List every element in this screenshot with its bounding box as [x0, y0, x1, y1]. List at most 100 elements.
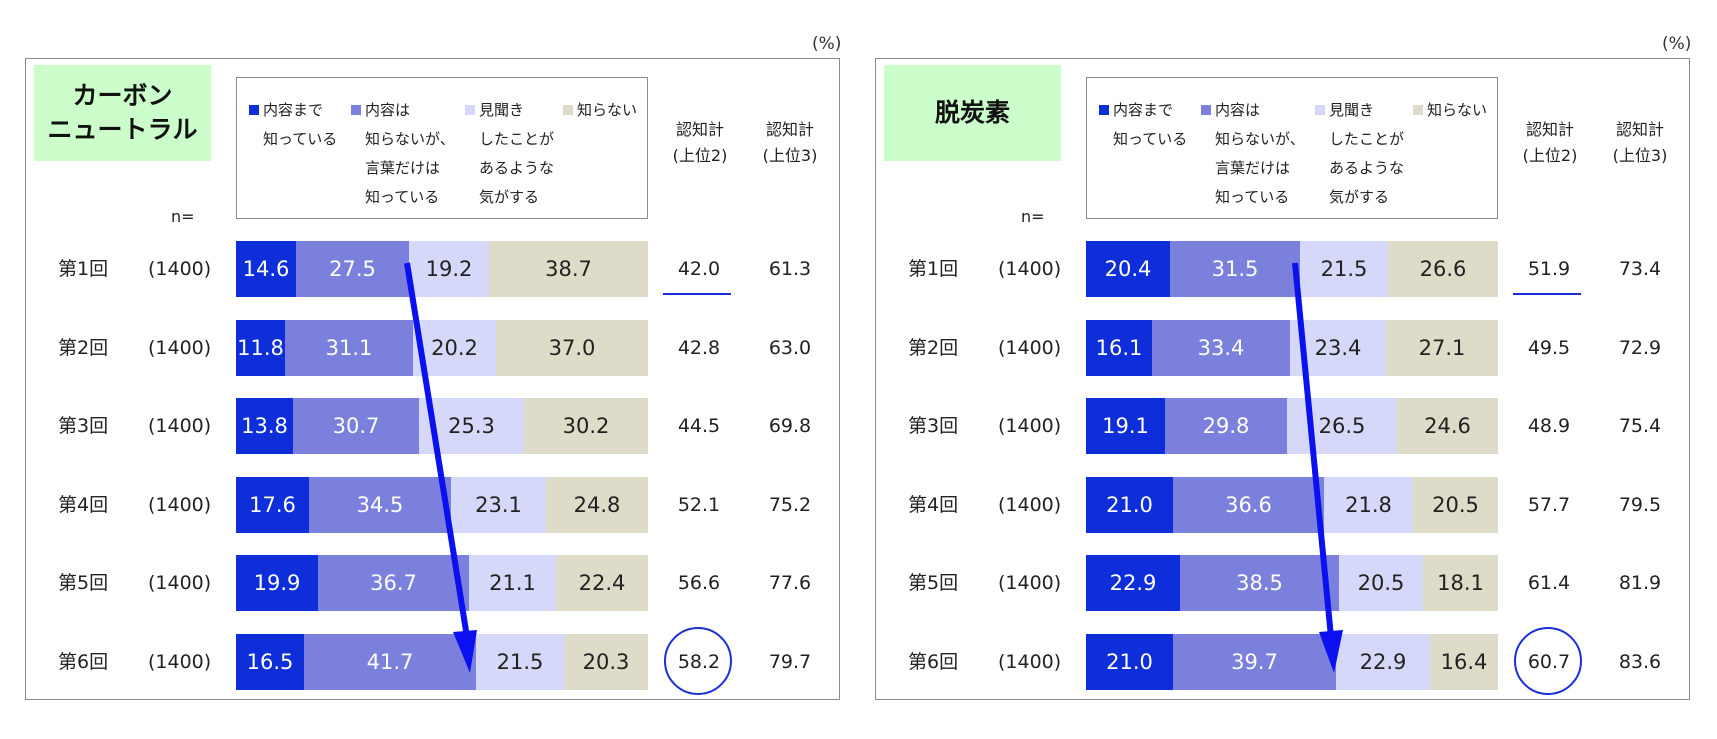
top3-value: 79.5	[1618, 494, 1662, 516]
category-label: 第2回	[908, 337, 959, 359]
bar-segment: 16.4	[1430, 634, 1498, 690]
unit-label-right: (%)	[1662, 34, 1692, 54]
chart-panel-carbon-neutral: カーボン ニュートラル 内容まで 知っている 内容は 知らないが、 言葉だけは …	[25, 58, 840, 700]
bar-segment: 21.5	[1300, 241, 1388, 297]
bar-segment: 23.4	[1290, 320, 1386, 376]
legend-text: 内容は	[365, 101, 411, 119]
top3-value: 75.4	[1618, 415, 1662, 437]
legend-text: 気がする	[1329, 188, 1390, 206]
legend-text: 内容まで	[263, 101, 324, 119]
category-label: 第3回	[58, 415, 109, 437]
top2-value: 61.4	[1527, 572, 1571, 594]
bar-segment: 29.8	[1165, 398, 1287, 454]
bar-segment: 24.8	[546, 477, 648, 533]
sample-size: (1400)	[998, 494, 1062, 516]
legend-text: 知っている	[1113, 130, 1188, 148]
sample-size: (1400)	[148, 572, 212, 594]
n-label: n=	[1021, 207, 1045, 226]
legend-text: したことが	[1329, 130, 1405, 148]
top2-value: 52.1	[677, 494, 721, 516]
col-header-text: (上位2)	[1522, 146, 1578, 165]
legend-item-seen-heard: 見聞き したことが あるような 気がする	[1315, 96, 1404, 212]
legend-swatch	[1201, 105, 1211, 115]
col-header-top2: 認知計 (上位2)	[1510, 117, 1590, 169]
stacked-bar: 16.1 33.4 23.4 27.1	[1086, 320, 1498, 376]
top3-value: 77.6	[768, 572, 812, 594]
bar-segment: 24.6	[1397, 398, 1498, 454]
legend-item-seen-heard: 見聞き したことが あるような 気がする	[465, 96, 554, 212]
top2-value: 51.9	[1527, 258, 1571, 280]
col-header-top3: 認知計 (上位3)	[750, 117, 830, 169]
sample-size: (1400)	[148, 258, 212, 280]
sample-size: (1400)	[148, 415, 212, 437]
chart-row: 第5回 (1400) 19.9 36.7 21.1 22.4 56.6 77.6	[26, 555, 839, 611]
sample-size: (1400)	[998, 651, 1062, 673]
top3-value: 79.7	[768, 651, 812, 673]
category-label: 第5回	[58, 572, 109, 594]
legend-text: 知っている	[365, 188, 440, 206]
legend: 内容まで 知っている 内容は 知らないが、 言葉だけは 知っている 見聞き した…	[236, 77, 648, 219]
category-label: 第6回	[908, 651, 959, 673]
bar-segment: 20.5	[1339, 555, 1423, 611]
legend-swatch	[465, 105, 475, 115]
bar-segment: 31.1	[285, 320, 413, 376]
chart-row: 第6回 (1400) 21.0 39.7 22.9 16.4 60.7 83.6	[876, 627, 1689, 695]
stacked-bar: 11.8 31.1 20.2 37.0	[236, 320, 648, 376]
bar-segment: 22.4	[556, 555, 648, 611]
bar-segment: 19.9	[236, 555, 318, 611]
bar-segment: 36.7	[318, 555, 469, 611]
legend-text: 言葉だけは	[365, 159, 441, 177]
col-header-text: (上位2)	[672, 146, 728, 165]
bar-segment: 33.4	[1152, 320, 1290, 376]
chart-panel-decarbonization: 脱炭素 内容まで 知っている 内容は 知らないが、 言葉だけは 知っている 見聞…	[875, 58, 1690, 700]
chart-row: 第1回 (1400) 14.6 27.5 19.2 38.7 42.0 61.3	[26, 241, 839, 297]
top2-value: 56.6	[677, 572, 721, 594]
bar-segment: 20.2	[413, 320, 496, 376]
bar-segment: 26.5	[1287, 398, 1397, 454]
stacked-bar: 22.9 38.5 20.5 18.1	[1086, 555, 1498, 611]
top2-value: 49.5	[1527, 337, 1571, 359]
col-header-text: (上位3)	[762, 146, 818, 165]
chart-row: 第4回 (1400) 17.6 34.5 23.1 24.8 52.1 75.2	[26, 477, 839, 533]
stacked-bar: 19.1 29.8 26.5 24.6	[1086, 398, 1498, 454]
legend-text: 気がする	[479, 188, 540, 206]
category-label: 第3回	[908, 415, 959, 437]
sample-size: (1400)	[148, 494, 212, 516]
stacked-bar: 14.6 27.5 19.2 38.7	[236, 241, 648, 297]
bar-segment: 20.3	[564, 634, 648, 690]
legend-text: 内容まで	[1113, 101, 1174, 119]
chart-row: 第4回 (1400) 21.0 36.6 21.8 20.5 57.7 79.5	[876, 477, 1689, 533]
sample-size: (1400)	[148, 651, 212, 673]
bar-segment: 31.5	[1170, 241, 1300, 297]
stacked-bar: 16.5 41.7 21.5 20.3	[236, 634, 648, 690]
stacked-bar: 17.6 34.5 23.1 24.8	[236, 477, 648, 533]
legend-swatch	[1099, 105, 1109, 115]
col-header-top3: 認知計 (上位3)	[1600, 117, 1680, 169]
col-header-text: 認知計	[1615, 120, 1664, 139]
sample-size: (1400)	[998, 572, 1062, 594]
bar-segment: 30.7	[293, 398, 419, 454]
bar-segment: 20.5	[1413, 477, 1498, 533]
legend-item-aware-of-content: 内容まで 知っている	[249, 96, 337, 154]
top3-value: 73.4	[1618, 258, 1662, 280]
stacked-bar: 20.4 31.5 21.5 26.6	[1086, 241, 1498, 297]
bar-segment: 27.1	[1386, 320, 1498, 376]
panel-title-line1: 脱炭素	[934, 98, 1010, 127]
sample-size: (1400)	[998, 337, 1062, 359]
bar-segment: 21.0	[1086, 477, 1173, 533]
legend-item-unaware: 知らない	[563, 96, 637, 125]
legend-swatch	[1315, 105, 1325, 115]
category-label: 第5回	[908, 572, 959, 594]
chart-row: 第3回 (1400) 13.8 30.7 25.3 30.2 44.5 69.8	[26, 398, 839, 454]
bar-segment: 18.1	[1423, 555, 1498, 611]
legend: 内容まで 知っている 内容は 知らないが、 言葉だけは 知っている 見聞き した…	[1086, 77, 1498, 219]
bar-segment: 19.1	[1086, 398, 1165, 454]
chart-row: 第2回 (1400) 11.8 31.1 20.2 37.0 42.8 63.0	[26, 320, 839, 376]
panel-title-line1: カーボン	[72, 81, 173, 110]
bar-segment: 41.7	[304, 634, 476, 690]
category-label: 第2回	[58, 337, 109, 359]
legend-swatch	[351, 105, 361, 115]
bar-segment: 27.5	[296, 241, 409, 297]
bar-segment: 38.7	[489, 241, 648, 297]
category-label: 第6回	[58, 651, 109, 673]
